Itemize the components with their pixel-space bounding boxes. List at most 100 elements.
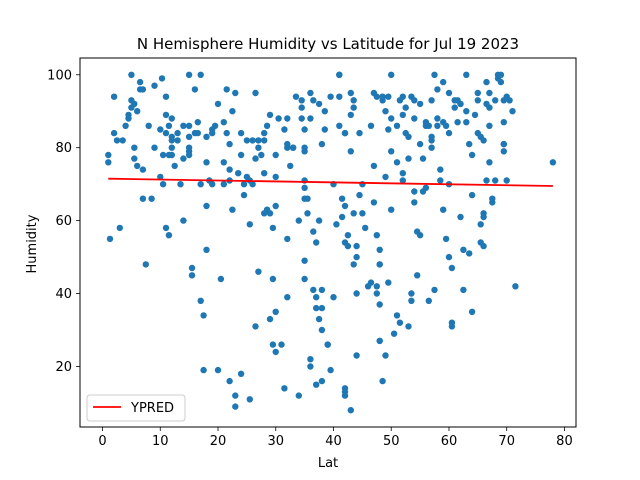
data-point	[460, 286, 467, 294]
data-point	[203, 246, 210, 253]
data-point	[350, 97, 357, 104]
x-tick-label: 10	[152, 434, 169, 449]
data-point	[353, 290, 360, 297]
data-point	[252, 89, 259, 97]
data-point	[295, 392, 302, 399]
data-point	[301, 126, 308, 133]
data-point	[281, 385, 288, 392]
data-point	[425, 297, 432, 304]
data-point	[313, 239, 320, 246]
data-point	[445, 253, 453, 261]
data-point	[289, 144, 297, 151]
data-point	[171, 162, 178, 170]
data-point	[223, 129, 230, 137]
data-point	[249, 137, 256, 144]
x-tick-label: 80	[556, 434, 573, 449]
data-point	[110, 93, 118, 100]
x-tick-label: 70	[498, 434, 515, 449]
data-point	[203, 159, 210, 166]
data-point	[203, 202, 210, 210]
data-point	[373, 93, 380, 100]
data-point	[356, 129, 363, 137]
data-point	[402, 104, 409, 111]
data-point	[136, 78, 144, 86]
data-point	[255, 137, 262, 144]
data-point	[471, 111, 479, 119]
data-point	[315, 217, 323, 224]
data-point	[347, 111, 354, 119]
data-point	[399, 170, 406, 177]
data-point	[307, 363, 314, 370]
data-point	[344, 232, 352, 239]
data-point	[463, 71, 470, 79]
data-point	[330, 294, 337, 301]
data-point	[162, 93, 170, 100]
data-point	[327, 93, 334, 100]
data-point	[445, 129, 453, 137]
data-point	[448, 323, 456, 330]
data-point	[220, 159, 227, 166]
data-point	[157, 173, 164, 181]
data-point	[500, 140, 507, 148]
data-point	[376, 246, 383, 253]
data-point	[324, 341, 331, 348]
data-point	[359, 210, 366, 217]
data-point	[416, 100, 424, 108]
data-point	[489, 199, 496, 206]
data-point	[468, 151, 476, 159]
x-tick-label: 20	[210, 434, 227, 449]
data-point	[284, 294, 291, 301]
data-point	[373, 283, 380, 290]
data-point	[422, 184, 430, 191]
data-point	[376, 301, 383, 308]
data-point	[232, 89, 239, 97]
x-tick-label: 60	[441, 434, 458, 449]
data-point	[416, 140, 424, 148]
data-point	[350, 104, 357, 111]
data-point	[298, 97, 305, 104]
data-point	[321, 108, 328, 115]
data-point	[272, 308, 279, 315]
data-point	[385, 126, 392, 133]
data-point	[336, 122, 343, 129]
data-point	[313, 381, 320, 388]
data-point	[468, 191, 476, 199]
data-point	[373, 232, 380, 239]
data-point	[223, 86, 230, 93]
data-point	[388, 148, 395, 155]
data-point	[356, 191, 363, 199]
data-point	[145, 122, 152, 129]
data-point	[298, 104, 305, 111]
data-point	[266, 315, 274, 323]
data-point	[180, 122, 187, 129]
data-point	[385, 93, 392, 100]
data-point	[249, 181, 256, 188]
data-point	[252, 323, 259, 330]
data-point	[382, 108, 389, 115]
data-point	[321, 126, 328, 133]
data-point	[174, 129, 181, 137]
data-point	[405, 155, 412, 162]
data-point	[168, 115, 175, 122]
data-point	[214, 366, 222, 374]
data-point	[310, 286, 317, 294]
data-point	[237, 151, 245, 159]
data-point	[428, 137, 435, 144]
data-point	[237, 370, 245, 377]
data-point	[336, 93, 343, 100]
data-point	[269, 224, 277, 232]
axes-frame	[79, 57, 577, 428]
data-point	[350, 261, 357, 268]
data-point	[209, 129, 216, 137]
data-point	[367, 279, 375, 286]
data-point	[399, 177, 406, 184]
data-point	[168, 137, 175, 144]
data-point	[388, 71, 395, 79]
data-point	[463, 108, 470, 115]
data-point	[379, 377, 386, 385]
data-point	[188, 264, 196, 272]
data-point	[451, 104, 458, 111]
data-point	[105, 151, 112, 159]
data-point	[503, 177, 510, 184]
data-point	[437, 177, 444, 184]
